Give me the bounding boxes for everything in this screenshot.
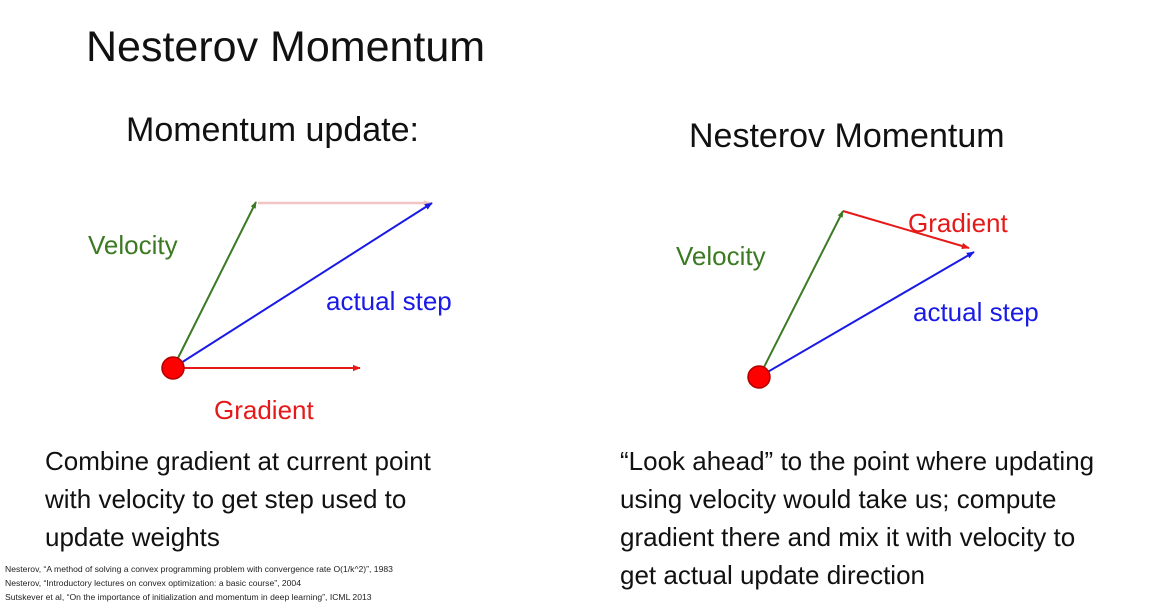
right-velocity-label: Velocity [676,241,766,271]
momentum-update-diagram [161,200,433,380]
left-velocity-arrow [172,201,257,369]
slide-title: Nesterov Momentum [86,23,486,71]
right-actual-step-arrow [758,251,975,378]
right-gradient-arrow [842,210,970,250]
right-current-point [747,365,771,389]
right-gradient-label: Gradient [908,208,1008,238]
left-actual-step-label: actual step [326,286,452,316]
references: Nesterov, “A method of solving a convex … [5,562,393,604]
nesterov-momentum-description: “Look ahead” to the point where updating… [620,442,1094,594]
nesterov-momentum-heading: Nesterov Momentum [689,117,1005,155]
left-velocity-label: Velocity [88,230,178,260]
reference-item: Nesterov, “A method of solving a convex … [5,564,393,574]
description-line: Combine gradient at current point [45,446,431,476]
description-line: update weights [45,522,220,552]
left-gradient-label: Gradient [214,395,314,425]
reference-item: Nesterov, “Introductory lectures on conv… [5,578,301,588]
description-line: gradient there and mix it with velocity … [620,522,1076,552]
description-line: “Look ahead” to the point where updating [620,446,1095,476]
description-line: using velocity would take us; compute [620,484,1057,514]
momentum-update-heading: Momentum update: [126,111,419,149]
left-current-point [161,356,185,380]
reference-item: Sutskever et al, “On the importance of i… [5,592,372,602]
right-velocity-arrow [758,210,844,378]
momentum-update-description: Combine gradient at current point with v… [45,442,431,556]
description-line: get actual update direction [620,560,925,590]
description-line: with velocity to get step used to [45,484,407,514]
right-actual-step-label: actual step [913,297,1039,327]
nesterov-momentum-diagram [747,210,975,389]
left-actual-step-arrow [172,202,433,369]
